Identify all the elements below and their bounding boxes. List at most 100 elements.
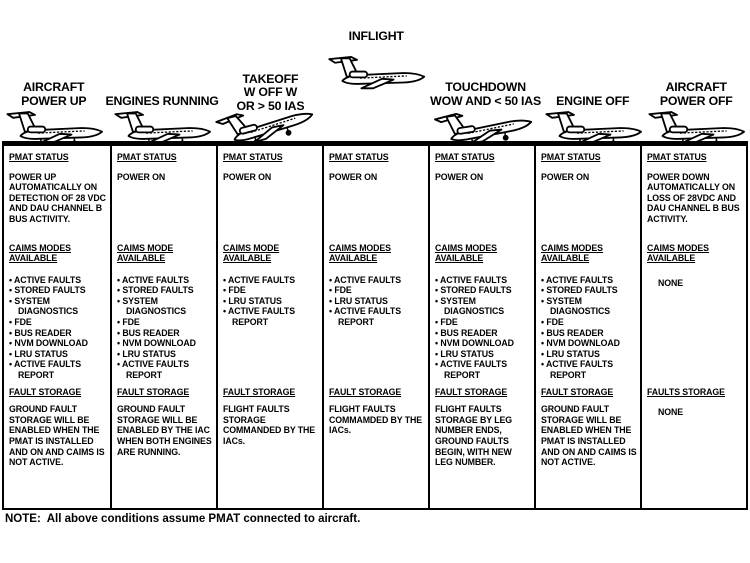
fault-storage-heading: FAULT STORAGE — [435, 386, 508, 397]
caims-mode-item: BUS READER — [541, 328, 637, 339]
phase-label-line: W OFF W — [243, 85, 298, 99]
caims-mode-item: SYSTEM DIAGNOSTICS — [117, 296, 213, 317]
caims-mode-item: FDE — [223, 285, 319, 296]
caims-modes-heading: CAIMS MODES AVAILABLE — [647, 242, 709, 264]
phase-column-inflight: PMAT STATUS POWER ON CAIMS MODES AVAILAB… — [322, 146, 428, 508]
caims-mode-item: NVM DOWNLOAD — [9, 338, 107, 349]
caims-mode-item: ACTIVE FAULTS REPORT — [117, 359, 213, 380]
caims-modes-list: ACTIVE FAULTSSTORED FAULTSSYSTEM DIAGNOS… — [541, 275, 637, 387]
caims-mode-item: LRU STATUS — [435, 349, 531, 360]
phase-header-inflight: INFLIGHT — [322, 0, 430, 176]
aircraft-icon — [328, 55, 426, 89]
phase-label-line: AIRCRAFT — [665, 80, 727, 94]
fault-storage-text: NONE — [658, 407, 684, 418]
caims-mode-item: ACTIVE FAULTS — [223, 275, 319, 286]
phase-header-takeoff: TAKEOFF W OFF W OR > 50 IAS — [215, 0, 323, 152]
pmat-status-heading: PMAT STATUS — [541, 152, 601, 162]
caims-modes-list: ACTIVE FAULTSFDELRU STATUSACTIVE FAULTS … — [223, 275, 319, 387]
caims-mode-item: LRU STATUS — [541, 349, 637, 360]
caims-mode-item: LRU STATUS — [329, 296, 425, 307]
phase-column-touchdown: PMAT STATUS POWER ON CAIMS MODES AVAILAB… — [428, 146, 534, 508]
caims-mode-item: LRU STATUS — [9, 349, 107, 360]
caims-modes-list: NONE — [647, 275, 743, 387]
phase-column-engines-running: PMAT STATUS POWER ON CAIMS MODE AVAILABL… — [110, 146, 216, 508]
phase-label: AIRCRAFT POWER UP — [21, 80, 87, 108]
phase-header-aircraft-power-off: AIRCRAFT POWER OFF — [644, 0, 748, 147]
pmat-status-text: POWER ON — [435, 171, 484, 182]
caims-mode-item: LRU STATUS — [223, 296, 319, 307]
pmat-status-heading: PMAT STATUS — [117, 152, 177, 162]
footer-note: NOTE: All above conditions assume PMAT c… — [5, 513, 361, 525]
caims-mode-item: FDE — [435, 317, 531, 328]
phase-label-line: TOUCHDOWN — [445, 80, 526, 94]
phase-label: TOUCHDOWN WOW AND < 50 IAS — [430, 80, 541, 108]
phase-label: ENGINES RUNNING — [105, 93, 219, 109]
phase-header-engines-running: ENGINES RUNNING — [105, 0, 219, 147]
caims-mode-item: BUS READER — [435, 328, 531, 339]
fault-storage-text: GROUND FAULT STORAGE WILL BE ENABLED BY … — [117, 404, 212, 457]
caims-mode-item: ACTIVE FAULTS REPORT — [329, 306, 425, 327]
caims-mode-item: ACTIVE FAULTS REPORT — [223, 306, 319, 327]
caims-mode-item: STORED FAULTS — [541, 285, 637, 296]
caims-mode-item: FDE — [117, 317, 213, 328]
fault-storage-heading: FAULT STORAGE — [9, 386, 82, 397]
phase-label-line: ENGINE OFF — [556, 93, 630, 108]
pmat-status-text: POWER UP AUTOMATICALLY ON DETECTION OF 2… — [9, 171, 106, 224]
phase-label: TAKEOFF W OFF W OR > 50 IAS — [236, 71, 305, 114]
pmat-status-text: POWER ON — [329, 171, 378, 182]
phase-header-touchdown: TOUCHDOWN WOW AND < 50 IAS — [430, 0, 541, 150]
phase-label-line: POWER OFF — [659, 93, 733, 108]
caims-modes-heading: CAIMS MODES AVAILABLE — [435, 242, 497, 264]
caims-mode-item: ACTIVE FAULTS REPORT — [9, 359, 107, 380]
fault-storage-text: FLIGHT FAULTS STORAGE COMMANDED BY THE I… — [223, 404, 316, 446]
phase-header-engine-off: ENGINE OFF — [541, 0, 645, 147]
fault-storage-text: FLIGHT FAULTS STORAGE BY LEG NUMBER ENDS… — [435, 404, 512, 468]
fault-storage-heading: FAULT STORAGE — [117, 386, 190, 397]
phase-label-line: TAKEOFF — [242, 71, 299, 86]
caims-mode-item: SYSTEM DIAGNOSTICS — [9, 296, 107, 317]
pmat-status-text: POWER ON — [223, 171, 272, 182]
caims-mode-item: BUS READER — [9, 328, 107, 339]
phase-column-aircraft-power-up: PMAT STATUS POWER UP AUTOMATICALLY ON DE… — [4, 146, 110, 508]
caims-modes-heading: CAIMS MODE AVAILABLE — [117, 242, 174, 264]
caims-mode-item: FDE — [329, 285, 425, 296]
phase-label-line: AIRCRAFT — [23, 80, 85, 94]
pmat-status-heading: PMAT STATUS — [9, 152, 69, 162]
pmat-status-heading: PMAT STATUS — [223, 152, 283, 162]
pmat-status-heading: PMAT STATUS — [647, 152, 707, 162]
phase-label-line: WOW AND < 50 IAS — [430, 93, 541, 108]
caims-modes-heading: CAIMS MODE AVAILABLE — [223, 242, 280, 264]
caims-mode-item: STORED FAULTS — [117, 285, 213, 296]
fault-storage-text: GROUND FAULT STORAGE WILL BE ENABLED WHE… — [9, 404, 105, 468]
phase-label-line: ENGINES RUNNING — [105, 93, 219, 108]
caims-mode-item: ACTIVE FAULTS — [541, 275, 637, 286]
phase-label: INFLIGHT — [349, 29, 404, 44]
fault-storage-heading: FAULT STORAGE — [541, 386, 614, 397]
caims-mode-item: LRU STATUS — [117, 349, 213, 360]
caims-mode-item: SYSTEM DIAGNOSTICS — [541, 296, 637, 317]
caims-none-value: NONE — [658, 277, 684, 288]
caims-mode-item: ACTIVE FAULTS REPORT — [541, 359, 637, 380]
phase-table: PMAT STATUS POWER UP AUTOMATICALLY ON DE… — [2, 141, 748, 510]
caims-mode-item: FDE — [541, 317, 637, 328]
phase-column-takeoff: PMAT STATUS POWER ON CAIMS MODE AVAILABL… — [216, 146, 322, 508]
caims-mode-item: ACTIVE FAULTS REPORT — [435, 359, 531, 380]
phase-header-row: AIRCRAFT POWER UP ENGINES RUNNING TAKEOFF… — [2, 0, 748, 152]
fault-storage-text: FLIGHT FAULTS COMMAMDED BY THE IACs. — [329, 404, 423, 436]
caims-mode-item: STORED FAULTS — [9, 285, 107, 296]
phase-label-line: POWER UP — [21, 93, 87, 108]
caims-mode-item: SYSTEM DIAGNOSTICS — [435, 296, 531, 317]
caims-mode-item: ACTIVE FAULTS — [117, 275, 213, 286]
phase-label-line: OR > 50 IAS — [236, 98, 305, 113]
fault-storage-heading: FAULT STORAGE — [329, 386, 402, 397]
pmat-status-text: POWER ON — [117, 171, 166, 182]
fault-storage-heading: FAULT STORAGE — [223, 386, 296, 397]
caims-modes-list: ACTIVE FAULTSSTORED FAULTSSYSTEM DIAGNOS… — [9, 275, 107, 387]
caims-mode-item: ACTIVE FAULTS — [329, 275, 425, 286]
caims-mode-item: ACTIVE FAULTS — [9, 275, 107, 286]
phase-column-engine-off: PMAT STATUS POWER ON CAIMS MODES AVAILAB… — [534, 146, 640, 508]
phase-column-aircraft-power-off: PMAT STATUS POWER DOWN AUTOMATICALLY ON … — [640, 146, 746, 508]
caims-modes-list: ACTIVE FAULTSSTORED FAULTSSYSTEM DIAGNOS… — [435, 275, 531, 387]
caims-mode-item: FDE — [9, 317, 107, 328]
